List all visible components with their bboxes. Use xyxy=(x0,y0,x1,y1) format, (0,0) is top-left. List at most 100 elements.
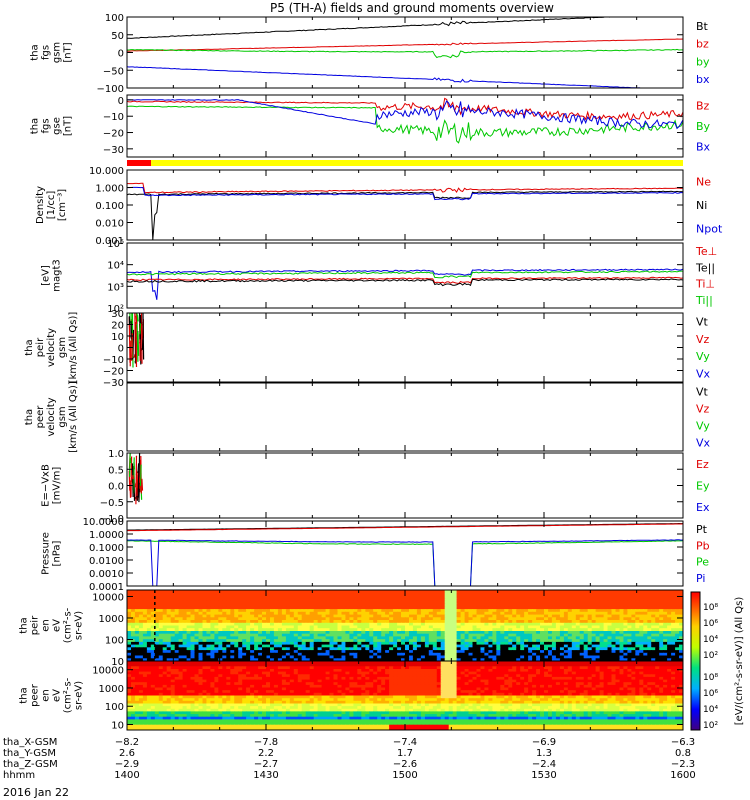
spectrogram-cell xyxy=(516,655,521,659)
spectrogram-cell xyxy=(452,609,458,613)
spectrogram-cell xyxy=(321,674,327,678)
spectrogram-cell xyxy=(262,658,267,661)
spectrogram-cell xyxy=(639,600,644,605)
spectrogram-cell xyxy=(365,620,370,624)
spectrogram-cell xyxy=(162,650,168,654)
spectrogram-cell xyxy=(655,609,660,613)
spectrogram-cell xyxy=(599,617,605,621)
spectrogram-cell xyxy=(551,669,557,673)
spectrogram-cell xyxy=(277,617,283,621)
spectrogram-cell xyxy=(420,617,426,621)
spectrogram-cell xyxy=(158,620,164,624)
spectrogram-cell xyxy=(583,611,589,616)
plot-area xyxy=(127,17,683,88)
spectrogram-cell xyxy=(424,620,430,624)
spectrogram-cell xyxy=(357,620,362,624)
spectrogram-cell xyxy=(381,603,386,607)
spectrogram-cell xyxy=(643,636,648,640)
spectrogram-cell xyxy=(194,633,200,637)
spectrogram-cell xyxy=(202,669,208,673)
spectrogram-cell xyxy=(250,674,255,678)
spectrogram-cell xyxy=(329,663,335,667)
spectrogram-cell xyxy=(460,650,466,654)
spectrogram-cell xyxy=(512,625,517,629)
spectrogram-cell xyxy=(643,663,648,667)
spectrogram-cell xyxy=(420,609,426,613)
spectrogram-cell xyxy=(571,671,577,675)
spectrogram-cell xyxy=(246,609,251,613)
spectrogram-cell xyxy=(520,590,525,594)
spectrogram-cell xyxy=(218,650,223,654)
spectrogram-cell xyxy=(555,614,561,618)
spectrogram-cell xyxy=(305,658,311,661)
spectrogram-cell xyxy=(285,669,291,673)
spectrogram-cell xyxy=(432,611,438,616)
spectrogram-cell xyxy=(134,595,140,599)
spectrogram-cell xyxy=(365,592,370,596)
spectrogram-cell xyxy=(369,636,374,640)
spectrogram-cell xyxy=(619,611,625,616)
spectrogram-cell xyxy=(246,655,251,659)
spectrogram-cell xyxy=(631,666,636,670)
spectrogram-cell xyxy=(182,620,188,624)
spectrogram-cell xyxy=(127,644,132,648)
spectrogram-cell xyxy=(440,636,446,640)
spectrogram-cell xyxy=(345,650,350,654)
spectrogram-cell xyxy=(218,598,223,602)
spectrogram-cell xyxy=(623,650,628,654)
spectrogram-cell xyxy=(190,636,196,640)
spectrogram-cell xyxy=(341,666,347,670)
spectrogram-cell xyxy=(317,639,323,643)
spectrogram-cell xyxy=(127,658,132,661)
spectrogram-cell xyxy=(198,661,204,665)
spectrogram-cell xyxy=(242,617,247,621)
spectrogram-cell xyxy=(206,666,211,670)
spectrogram-cell xyxy=(131,641,136,646)
spectrogram-cell xyxy=(345,611,350,616)
spectrogram-cell xyxy=(210,650,215,654)
spectrogram-cell xyxy=(289,595,295,599)
spectrogram-cell xyxy=(623,669,628,673)
spectrogram-cell xyxy=(464,620,470,624)
spectrogram-cell xyxy=(242,655,247,659)
spectrogram-cell xyxy=(567,663,573,667)
spectrogram-cell xyxy=(222,647,227,651)
spectrogram-cell xyxy=(516,617,521,621)
spectrogram-cell xyxy=(544,611,549,616)
spectrogram-cell xyxy=(575,661,581,665)
spectrogram-cell xyxy=(146,666,152,670)
spectrogram-cell xyxy=(667,633,672,637)
spectrogram-cell xyxy=(492,595,497,599)
spectrogram-cell xyxy=(460,603,466,607)
spectrogram-cell xyxy=(579,674,585,678)
spectrogram-cell xyxy=(575,606,581,610)
spectrogram-cell xyxy=(496,622,501,627)
spectrogram-cell xyxy=(210,603,215,607)
spectrogram-cell xyxy=(476,603,482,607)
spectrogram-cell xyxy=(603,639,609,643)
spectrogram-cell xyxy=(373,674,378,678)
spectrogram-cell xyxy=(671,644,676,648)
spectrogram-cell xyxy=(178,592,184,596)
spectrogram-cell xyxy=(675,658,680,661)
spectrogram-cell xyxy=(317,666,323,670)
spectrogram-cell xyxy=(476,639,482,643)
spectrogram-cell xyxy=(599,666,605,670)
spectrogram-cell xyxy=(258,650,263,654)
spectrogram-cell xyxy=(341,633,347,637)
spectrogram-cell xyxy=(321,631,327,635)
spectrogram-cell xyxy=(389,600,394,605)
spectrogram-cell xyxy=(532,617,537,621)
spectrogram-cell xyxy=(381,633,386,637)
spectrogram-cell xyxy=(321,652,327,657)
spectrogram-cell xyxy=(381,611,386,616)
spectrogram-cell xyxy=(432,606,438,610)
spectrogram-cell xyxy=(496,633,501,637)
spectrogram-cell xyxy=(551,674,557,678)
spectrogram-cell xyxy=(178,644,184,648)
spectrogram-cell xyxy=(631,663,636,667)
spectrogram-cell xyxy=(305,595,311,599)
spectrogram-cell xyxy=(190,650,196,654)
spectrogram-cell xyxy=(127,628,132,632)
spectrogram-cell xyxy=(504,600,509,605)
